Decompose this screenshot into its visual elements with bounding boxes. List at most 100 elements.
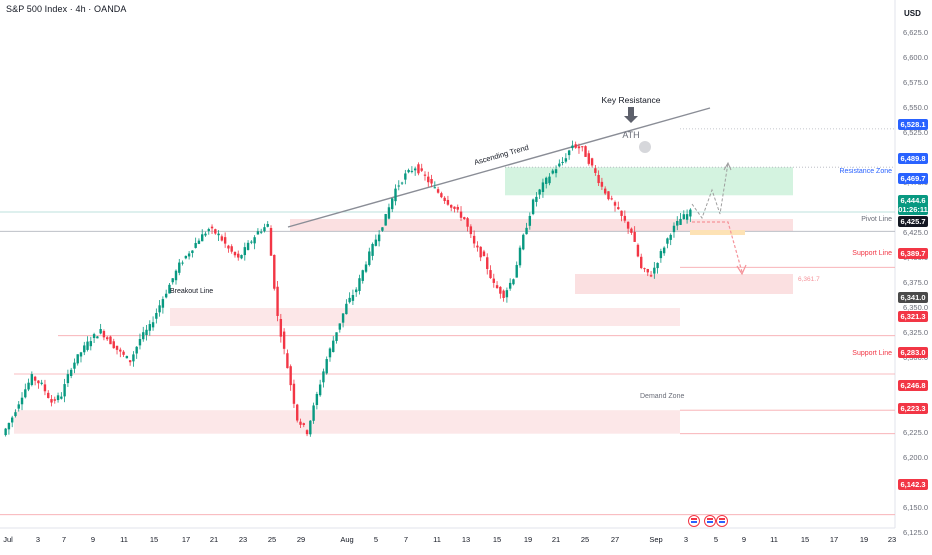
event-flag-stripe — [691, 518, 697, 520]
demand-zone-label: Demand Zone — [640, 393, 684, 400]
price-badge-label: 6,444.6 — [900, 196, 925, 205]
price-badge — [898, 311, 928, 322]
candle-body — [636, 244, 640, 257]
candle-body — [204, 233, 207, 236]
key-resistance-label: Key Resistance — [601, 95, 660, 105]
candle-body — [210, 226, 214, 229]
candle-body — [20, 397, 24, 405]
candle-body — [391, 198, 394, 210]
x-tick-label: 19 — [860, 535, 868, 544]
candle-body — [463, 217, 466, 220]
candle-body — [662, 247, 666, 254]
candle-body — [430, 178, 433, 184]
candle-body — [76, 354, 79, 364]
candle-body — [132, 354, 135, 362]
candle-body — [548, 176, 551, 184]
pivot-line-label: Pivot Line — [861, 216, 892, 223]
candle-body — [407, 169, 410, 173]
candle-body — [433, 187, 437, 189]
projection-bear-path — [692, 221, 743, 273]
support-line-label: Support Line — [852, 250, 892, 257]
candle-body — [109, 336, 112, 345]
candle-body — [623, 215, 627, 221]
price-badge — [898, 479, 928, 490]
candle-body — [607, 191, 610, 200]
x-tick-label: 7 — [404, 535, 408, 544]
x-tick-label: 21 — [552, 535, 560, 544]
candle-body — [685, 214, 689, 220]
candle-body — [315, 393, 319, 405]
price-badge-label: 6,246.8 — [900, 381, 925, 390]
candle-body — [305, 430, 309, 435]
candle-body — [561, 161, 564, 163]
candle-body — [243, 247, 246, 256]
price-badge — [898, 153, 928, 164]
candle-body — [659, 251, 663, 259]
candle-body — [410, 170, 414, 172]
chart-title: S&P 500 Index · 4h · OANDA — [6, 4, 127, 14]
x-tick-label: 17 — [182, 535, 190, 544]
candle-body — [191, 250, 194, 254]
candle-body — [155, 312, 158, 319]
candle-body — [56, 395, 60, 401]
candle-body — [184, 255, 188, 259]
candle-body — [558, 163, 561, 167]
candle-body — [669, 234, 672, 240]
price-badge-label: 6,489.8 — [900, 154, 925, 163]
candle-body — [79, 352, 83, 357]
candle-body — [99, 329, 102, 334]
pivot-highlight — [690, 230, 745, 235]
candle-body — [309, 420, 312, 435]
key-resistance-arrow — [624, 107, 638, 123]
currency-label: USD — [904, 9, 921, 18]
candle-body — [345, 303, 348, 315]
candle-body — [505, 290, 509, 298]
candle-body — [387, 207, 391, 219]
candle-body — [640, 256, 643, 269]
candle-body — [43, 384, 47, 392]
candle-body — [525, 227, 528, 235]
x-tick-label: 9 — [91, 535, 95, 544]
candle-body — [364, 264, 368, 272]
candle-body — [237, 253, 240, 258]
y-tick-label: 6,625.0 — [903, 28, 928, 37]
candle-body — [83, 345, 86, 353]
candle-body — [17, 404, 20, 409]
projection-bull-arrowhead — [723, 161, 732, 171]
candle-body — [73, 362, 76, 369]
price-badge — [898, 173, 928, 184]
candle-body — [531, 199, 535, 215]
x-tick-label: 7 — [62, 535, 66, 544]
candle-body — [10, 417, 14, 423]
resistance-zone-label: Resistance Zone — [839, 168, 892, 175]
candle-body — [47, 392, 50, 398]
candle-body — [240, 255, 243, 259]
candle-body — [361, 270, 364, 281]
candle-body — [276, 286, 279, 316]
x-tick-label: 5 — [714, 535, 718, 544]
candle-body — [27, 382, 30, 390]
candle-body — [528, 215, 532, 226]
x-tick-label: 3 — [684, 535, 688, 544]
price-badge-label: 6,283.0 — [900, 348, 925, 357]
candle-body — [643, 268, 646, 270]
candle-body — [207, 229, 210, 231]
candle-body — [400, 182, 404, 184]
candle-body — [377, 234, 381, 242]
support-zone — [575, 274, 793, 294]
candle-body — [302, 423, 305, 426]
candle-body — [128, 360, 132, 363]
candle-body — [106, 337, 109, 340]
candle-body — [24, 389, 27, 398]
candle-body — [479, 246, 482, 258]
x-tick-label: 3 — [36, 535, 40, 544]
candle-body — [89, 341, 93, 347]
candle-body — [436, 189, 440, 193]
candle-body — [413, 168, 417, 171]
candle-body — [92, 334, 96, 339]
candle-body — [358, 278, 361, 291]
candle-body — [456, 206, 459, 210]
x-tick-label: 5 — [374, 535, 378, 544]
candle-body — [538, 189, 541, 195]
x-tick-label: 17 — [830, 535, 838, 544]
